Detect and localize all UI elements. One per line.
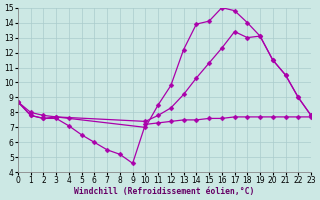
- X-axis label: Windchill (Refroidissement éolien,°C): Windchill (Refroidissement éolien,°C): [74, 187, 255, 196]
